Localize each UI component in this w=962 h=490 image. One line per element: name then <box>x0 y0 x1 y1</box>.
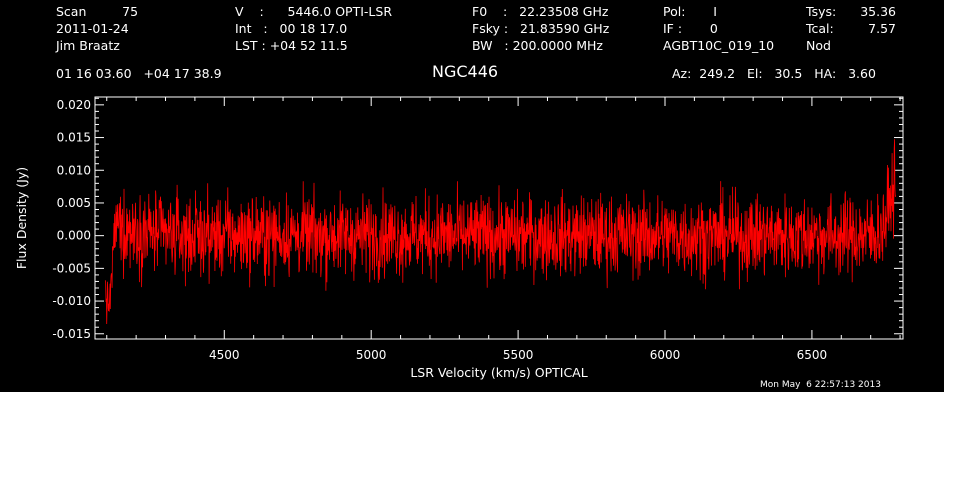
header-sky-frequency: Fsky : 21.83590 GHz <box>472 21 610 36</box>
plot-frame <box>94 96 904 340</box>
header-project: AGBT10C_019_10 <box>663 38 775 53</box>
header-integration: Int : 00 18 17.0 <box>235 21 348 36</box>
x-tick-label: 6000 <box>650 348 681 362</box>
x-axis-label: LSR Velocity (km/s) OPTICAL <box>410 365 587 380</box>
spectrum-plot-panel: Scan 75 2011-01-24 Jim Braatz V : 5446.0… <box>0 0 944 392</box>
y-tick-label: -0.005 <box>52 261 91 275</box>
x-tick-label: 5500 <box>503 348 534 362</box>
header-tsys-label: Tsys: <box>806 4 837 19</box>
axis-ticks: 4500 5000 5500 6000 6500 -0.015 -0.010 -0.005 0.… <box>52 97 903 362</box>
y-tick-label: 0.015 <box>57 131 91 145</box>
x-tick-label: 5000 <box>356 348 387 362</box>
header-rest-frequency: F0 : 22.23508 GHz <box>472 4 609 19</box>
header-nod-label: Nod <box>806 38 831 53</box>
y-tick-label: -0.010 <box>52 294 91 308</box>
header-observer: Jim Braatz <box>56 38 120 53</box>
header-tcal-value: 7.57 <box>868 21 896 36</box>
header-polarization: Pol: I <box>663 4 717 19</box>
header-lst: LST : +04 52 11.5 <box>235 38 348 53</box>
x-tick-label: 4500 <box>209 348 240 362</box>
y-tick-label: 0.010 <box>57 163 91 177</box>
header-tcal-label: Tcal: <box>806 21 834 36</box>
y-tick-label: -0.015 <box>52 327 91 341</box>
header-scan: Scan 75 <box>56 4 139 19</box>
header-bandwidth: BW : 200.0000 MHz <box>472 38 603 53</box>
y-tick-label: 0.020 <box>57 98 91 112</box>
x-tick-label: 6500 <box>797 348 828 362</box>
header-az-el-ha: Az: 249.2 El: 30.5 HA: 3.60 <box>672 66 876 81</box>
header-velocity: V : 5446.0 OPTI-LSR <box>235 4 393 19</box>
header-tsys-value: 35.36 <box>860 4 896 19</box>
plot-timestamp: Mon May 6 22:57:13 2013 <box>760 380 881 390</box>
spectrum-trace <box>104 139 897 325</box>
header-if: IF : 0 <box>663 21 718 36</box>
header-coordinates: 01 16 03.60 +04 17 38.9 <box>56 66 222 81</box>
spectrum-chart: 4500 5000 5500 6000 6500 -0.015 -0.010 -0.005 0.… <box>14 96 904 380</box>
chart-title: NGC446 <box>432 62 499 81</box>
header-date: 2011-01-24 <box>56 21 129 36</box>
y-tick-label: 0.005 <box>57 196 91 210</box>
y-axis-label: Flux Density (Jy) <box>14 167 29 269</box>
y-tick-label: 0.000 <box>57 229 91 243</box>
